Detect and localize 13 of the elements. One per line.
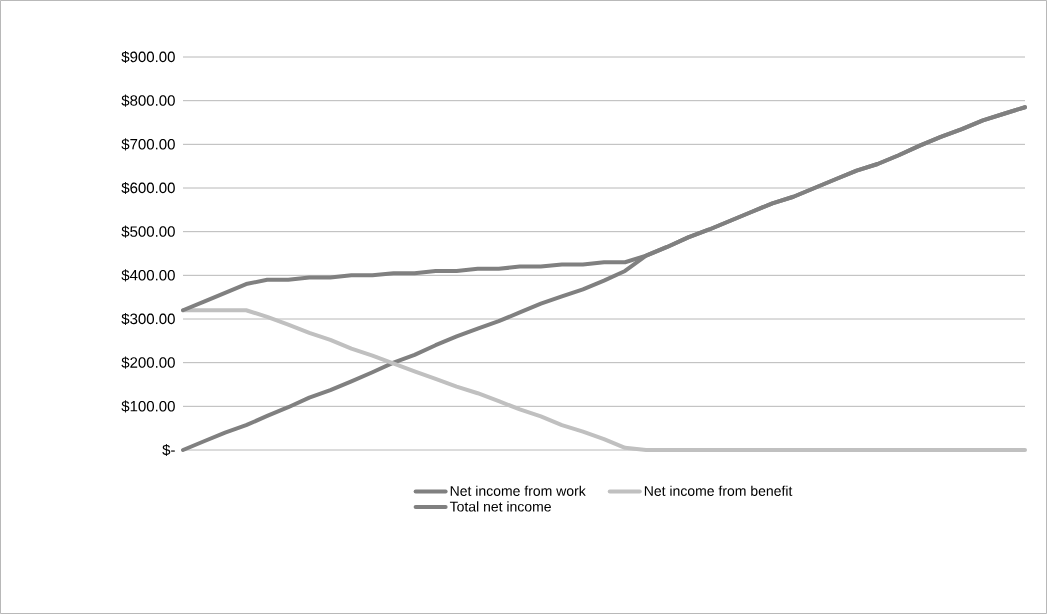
y-tick-label: $800.00: [121, 94, 175, 107]
y-tick-label: $900.00: [121, 50, 175, 64]
y-tick-label: $400.00: [121, 269, 175, 282]
y-tick-label: $700.00: [121, 138, 175, 151]
y-tick-label: $200.00: [121, 356, 175, 369]
y-tick-label: $-: [162, 443, 175, 457]
y-tick-label: $100.00: [121, 400, 175, 413]
y-tick-label: $600.00: [121, 181, 175, 195]
legend-label: Net income from work: [450, 485, 586, 496]
y-tick-label: $500.00: [121, 225, 175, 238]
legend-label: Total net income: [449, 501, 551, 512]
y-tick-label: $300.00: [121, 312, 175, 326]
legend-label: Net income from benefit: [644, 485, 793, 496]
